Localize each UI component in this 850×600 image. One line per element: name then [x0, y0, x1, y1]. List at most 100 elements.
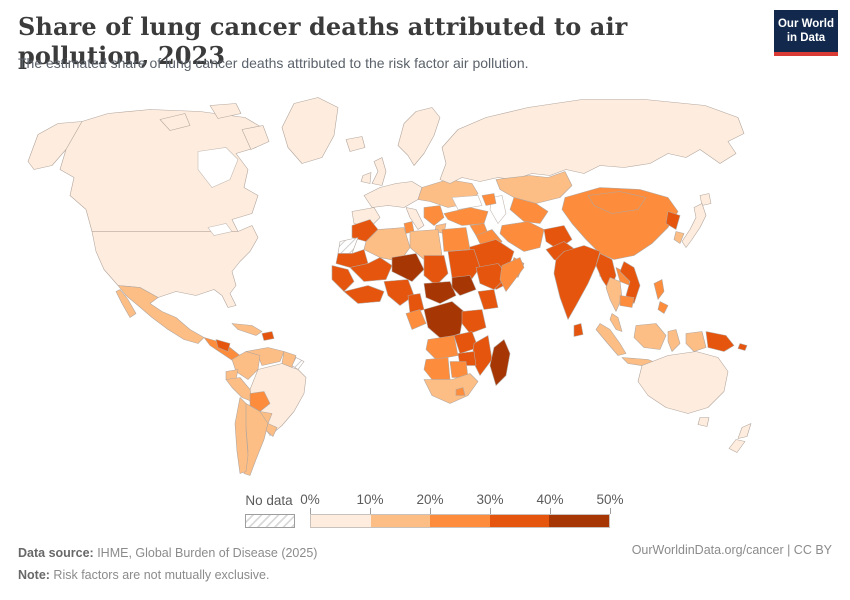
map-legend: No data 0% 10% 20% 30% 40% 50% — [243, 492, 624, 532]
footer-link[interactable]: OurWorldinData.org/cancer | CC BY — [631, 543, 832, 557]
country-algeria[interactable] — [363, 227, 411, 262]
country-north-korea[interactable] — [665, 211, 681, 230]
great-lakes — [207, 223, 233, 236]
country-canada-arctic-2[interactable] — [209, 103, 242, 119]
country-sudan[interactable] — [447, 249, 481, 282]
country-malaysia[interactable] — [609, 313, 623, 332]
country-philippines-south[interactable] — [657, 301, 669, 314]
country-bolivia[interactable] — [249, 391, 271, 412]
country-western-europe[interactable] — [363, 181, 423, 208]
legend-tick-mark — [310, 508, 311, 514]
country-chad[interactable] — [423, 255, 449, 286]
country-solomon-islands[interactable] — [737, 343, 748, 351]
country-canada-arctic-1[interactable] — [159, 113, 191, 131]
legend-tick-label: 0% — [300, 492, 320, 507]
legend-bin-40-50%[interactable] — [549, 515, 609, 527]
country-south-korea[interactable] — [673, 231, 685, 244]
legend-tick-label: 30% — [476, 492, 504, 507]
data-source-text: IHME, Global Burden of Disease (2025) — [93, 546, 318, 560]
legend-bin-10-20%[interactable] — [370, 515, 431, 527]
country-central-african-republic[interactable] — [423, 281, 457, 304]
country-balkans[interactable] — [423, 205, 445, 226]
country-canada[interactable] — [59, 109, 263, 232]
country-sumatra[interactable] — [595, 323, 627, 356]
country-australia[interactable] — [637, 351, 729, 414]
country-philippines-north[interactable] — [653, 279, 665, 300]
note-line: Note: Risk factors are not mutually excl… — [18, 565, 317, 587]
country-niger[interactable] — [391, 253, 425, 282]
legend-colorbar[interactable] — [310, 514, 610, 528]
owid-logo-line2: in Data — [786, 32, 826, 44]
legend-tick-mark — [550, 508, 551, 514]
country-central-asia[interactable] — [509, 197, 549, 224]
country-china[interactable] — [561, 187, 679, 260]
country-united-kingdom[interactable] — [371, 157, 387, 186]
no-data-swatch[interactable] — [245, 514, 295, 528]
country-senegal-guinea[interactable] — [331, 265, 355, 292]
country-caucasus[interactable] — [481, 193, 497, 206]
country-iran[interactable] — [499, 221, 545, 252]
country-cambodia[interactable] — [619, 295, 635, 308]
country-ethiopia[interactable] — [475, 263, 509, 290]
country-thailand[interactable] — [605, 277, 623, 312]
footer-left: Data source: IHME, Global Burden of Dise… — [18, 543, 317, 587]
country-egypt[interactable] — [441, 227, 471, 252]
country-new-zealand-south[interactable] — [728, 439, 746, 453]
country-baja-california[interactable] — [115, 289, 137, 318]
country-cuba[interactable] — [231, 323, 263, 336]
no-data-label: No data — [245, 493, 293, 508]
country-ivory-coast-ghana[interactable] — [343, 285, 385, 304]
country-sulawesi[interactable] — [667, 329, 681, 352]
country-south-africa[interactable] — [423, 373, 479, 404]
legend-bin-0-10%[interactable] — [311, 515, 371, 527]
legend-bin-20-30%[interactable] — [430, 515, 490, 527]
country-canada-arctic-3[interactable] — [241, 125, 270, 150]
country-namibia[interactable] — [423, 357, 451, 380]
country-kenya[interactable] — [477, 289, 499, 310]
legend-tick-mark — [430, 508, 431, 514]
country-chile[interactable] — [234, 397, 249, 474]
country-uruguay[interactable] — [265, 423, 278, 437]
country-tanzania[interactable] — [461, 309, 487, 334]
country-mongolia[interactable] — [587, 191, 647, 214]
country-nigeria[interactable] — [383, 279, 415, 306]
country-india[interactable] — [553, 245, 601, 320]
country-peru[interactable] — [225, 377, 253, 402]
country-greenland[interactable] — [281, 97, 339, 164]
country-japan[interactable] — [681, 203, 707, 248]
country-tasmania[interactable] — [697, 417, 710, 427]
country-italy[interactable] — [405, 207, 425, 230]
owid-logo[interactable]: Our World in Data — [774, 10, 838, 56]
country-angola[interactable] — [425, 335, 459, 360]
country-turkey[interactable] — [443, 207, 489, 226]
country-west-papua[interactable] — [685, 331, 707, 352]
country-honduras[interactable] — [215, 339, 231, 352]
country-scandinavia[interactable] — [397, 107, 441, 166]
country-dr-congo[interactable] — [423, 301, 465, 340]
country-borneo[interactable] — [633, 323, 667, 350]
country-haiti[interactable] — [261, 331, 275, 341]
country-iberia[interactable] — [351, 207, 381, 228]
world-map-svg — [27, 97, 752, 476]
note-text: Risk factors are not mutually exclusive. — [49, 567, 270, 582]
country-gabon-congo[interactable] — [405, 309, 427, 330]
country-iceland[interactable] — [345, 136, 366, 152]
note-label: Note: — [18, 567, 50, 582]
country-japan-north[interactable] — [699, 193, 712, 206]
country-new-zealand-north[interactable] — [737, 423, 752, 439]
country-south-sudan[interactable] — [451, 275, 477, 296]
country-kazakhstan[interactable] — [495, 171, 573, 204]
country-lesotho[interactable] — [455, 387, 466, 396]
legend-tick-label: 40% — [536, 492, 564, 507]
country-madagascar[interactable] — [489, 339, 511, 386]
country-papua-new-guinea[interactable] — [705, 331, 735, 352]
country-western-sahara[interactable] — [337, 237, 359, 254]
hudson-bay — [197, 147, 239, 188]
legend-bin-30-40%[interactable] — [489, 515, 550, 527]
country-somalia[interactable] — [499, 257, 525, 292]
country-united-states[interactable] — [91, 225, 259, 308]
country-ireland[interactable] — [360, 172, 372, 184]
country-sri-lanka[interactable] — [573, 323, 584, 337]
country-russia[interactable] — [439, 99, 745, 184]
legend-tick-label: 10% — [356, 492, 384, 507]
